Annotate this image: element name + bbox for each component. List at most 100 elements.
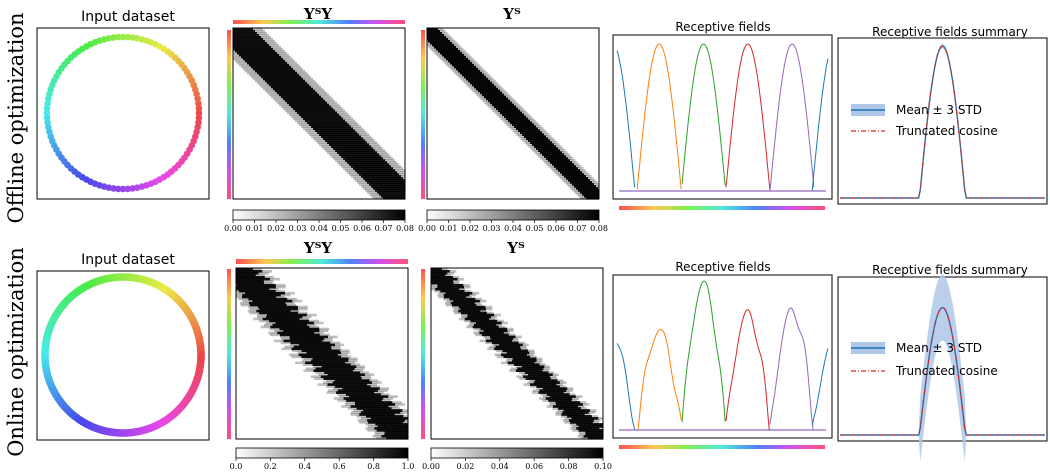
heatmap-cell <box>468 79 490 83</box>
heatmap-cell <box>458 305 486 309</box>
heatmap-cell <box>343 167 403 170</box>
heatmap-cell <box>458 317 496 321</box>
heatmap-cell <box>529 379 564 382</box>
heatmap-cell <box>576 427 600 430</box>
heatmap-cell <box>560 177 594 180</box>
heatmap-cell <box>431 270 457 273</box>
heatmap-cell <box>436 53 470 57</box>
heatmap-cell <box>263 87 323 91</box>
colorbar-ticks-yty-offline: 0.00 0.01 0.02 0.03 0.04 0.05 0.06 0.07 0.08 <box>224 220 414 233</box>
heatmap-cell <box>342 387 380 390</box>
heatmap-cell <box>236 281 264 285</box>
heatmap-cell <box>323 381 382 384</box>
heatmap-cell <box>546 157 568 160</box>
heatmap-cell <box>508 125 542 128</box>
heatmap-cell <box>546 163 580 166</box>
heatmap-cell <box>236 277 280 281</box>
heatmap-cell <box>578 425 603 428</box>
heatmap-cell <box>365 189 405 192</box>
heatmap-cell <box>305 119 345 123</box>
heatmap-cell <box>438 49 460 53</box>
heatmap-cell <box>321 135 361 138</box>
heatmap-cell <box>500 111 522 115</box>
heatmap-cell <box>452 63 474 67</box>
heatmap-cell <box>428 39 450 43</box>
heatmap-cell <box>473 331 510 335</box>
receptive-fields-frame-offline <box>612 34 833 200</box>
heatmap-cell <box>379 193 405 196</box>
heatmap-cell <box>293 107 333 111</box>
heatmap-cell <box>495 345 520 349</box>
heatmap-cell <box>431 268 448 271</box>
heatmap-cell <box>335 149 375 152</box>
heatmap-cell <box>580 191 599 194</box>
heatmap-cell <box>552 169 586 172</box>
heatmap-cell <box>377 425 408 428</box>
heatmap-cell <box>485 341 526 345</box>
heatmap-cell <box>450 61 472 65</box>
heatmap-cell <box>279 93 319 97</box>
heatmap-cell <box>239 63 299 67</box>
heatmap-cell <box>536 387 574 390</box>
heatmap-cell <box>301 115 341 119</box>
heatmap-cell <box>326 385 380 388</box>
heatmap-cell <box>315 139 375 142</box>
heatmap-cell <box>496 355 537 359</box>
heatmap-cell <box>468 323 502 327</box>
heatmap-cell <box>431 279 460 283</box>
heatmap-cell <box>251 75 311 79</box>
colorbar-tick-label: 0.01 <box>246 224 264 233</box>
input-dataset-frame-online <box>36 270 210 441</box>
heatmap-cell <box>252 299 293 303</box>
heatmap-cell <box>530 385 566 388</box>
heatmap-cell <box>233 36 261 39</box>
heatmap-cell <box>236 268 253 271</box>
heatmap-cell <box>356 415 408 418</box>
heatmap-cell <box>570 181 592 184</box>
legend-label-band-offline: Mean ± 3 STD <box>896 103 982 117</box>
heatmap-cell <box>502 119 536 123</box>
colorbar-tick-label: 0.04 <box>310 224 328 233</box>
heatmap-cell <box>569 423 603 426</box>
heatmap-cell <box>446 299 487 303</box>
heatmap-cell <box>532 391 570 394</box>
heatmap-cell <box>236 283 276 287</box>
heatmap-cell <box>354 401 393 404</box>
heatmap-cell <box>374 427 408 430</box>
colorbar-yt-online <box>430 447 604 459</box>
heatmap-cell <box>442 59 476 63</box>
heatmap-cell <box>564 181 598 184</box>
heatmap-cell <box>242 293 281 297</box>
heatmap-cell <box>567 415 592 418</box>
heatmap-cell <box>475 333 516 337</box>
heatmap-cell <box>311 135 371 138</box>
heatmap-frame-yty-online <box>235 267 409 440</box>
heatmap-cell <box>555 411 596 414</box>
heatmap-cell <box>480 97 514 101</box>
receptive-field-curve <box>636 328 682 431</box>
heatmap-cell <box>427 41 458 45</box>
heatmap-cell <box>307 121 347 125</box>
heatmap-cell <box>558 169 580 172</box>
colorbar-tick-label: 0.08 <box>590 224 608 233</box>
heatmap-cell <box>498 115 532 119</box>
heatmap-cell <box>289 113 349 117</box>
heatmap-cell <box>349 395 389 398</box>
heatmap-cell <box>534 379 558 382</box>
heatmap-cell <box>516 133 550 136</box>
heatmap-cell <box>427 30 440 33</box>
heatmap-cell <box>273 339 333 343</box>
heatmap-cell <box>581 437 603 440</box>
heatmap-cell <box>269 83 309 87</box>
heatmap-cell <box>359 421 408 424</box>
summary-plot-online <box>840 274 1045 462</box>
heatmap-yt-online <box>431 268 603 440</box>
heatmap-cell <box>514 125 536 128</box>
heatmap-cell <box>281 95 321 99</box>
heatmap-cell <box>279 327 320 331</box>
heatmap-cell <box>494 111 528 115</box>
colorbar-tick-label: 0.02 <box>456 462 474 471</box>
heatmap-cell <box>233 49 285 53</box>
heatmap-cell <box>431 272 454 275</box>
